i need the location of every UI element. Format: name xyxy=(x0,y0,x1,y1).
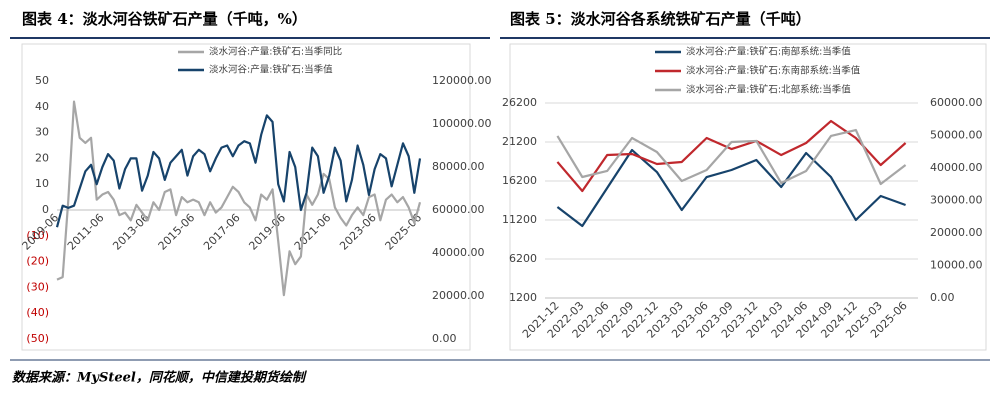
y-tick-label: 11200 xyxy=(502,213,537,226)
y-tick-label: 26200 xyxy=(502,96,537,109)
series-line xyxy=(556,128,907,186)
y-tick-label: 21200 xyxy=(502,135,537,148)
y-tick-label: 16200 xyxy=(502,174,537,187)
x-tick-label: 2011-06 xyxy=(65,211,107,253)
y2-tick-label: 30000.00 xyxy=(930,194,983,207)
plot-frame xyxy=(21,43,471,351)
legend-label: 淡水河谷:产量:铁矿石:南部系统:当季值 xyxy=(686,46,851,58)
y2-tick-label: 40000.00 xyxy=(432,246,485,259)
y-tick-label: (10) xyxy=(26,229,49,242)
y2-tick-label: 80000.00 xyxy=(432,160,485,173)
chart-title: 图表 4：淡水河谷铁矿石产量（千吨，%） xyxy=(22,10,307,28)
y-tick-label: 6200 xyxy=(509,252,537,265)
y2-tick-label: 0.00 xyxy=(432,332,457,345)
y2-tick-label: 20000.00 xyxy=(930,226,983,239)
y-tick-label: 40 xyxy=(35,100,49,113)
legend-label: 淡水河谷:产量:铁矿石:当季值 xyxy=(209,64,333,76)
y2-tick-label: 120000.00 xyxy=(432,74,492,87)
y-tick-label: (50) xyxy=(26,332,49,345)
y2-tick-label: 60000.00 xyxy=(432,203,485,216)
x-tick-label: 2025-06 xyxy=(383,211,425,253)
y2-tick-label: 0.00 xyxy=(930,291,955,304)
chart-title: 图表 5：淡水河谷各系统铁矿石产量（千吨） xyxy=(510,10,811,28)
y2-tick-label: 50000.00 xyxy=(930,129,983,142)
legend-label: 淡水河谷:产量:铁矿石:北部系统:当季值 xyxy=(686,84,851,96)
plot-frame xyxy=(509,43,987,351)
y2-tick-label: 60000.00 xyxy=(930,96,983,109)
series-line xyxy=(556,148,906,228)
x-tick-label: 2021-06 xyxy=(292,211,334,253)
y-tick-label: 1200 xyxy=(509,291,537,304)
y-tick-label: (40) xyxy=(26,306,49,319)
x-tick-label: 2017-06 xyxy=(201,211,243,253)
y-tick-label: 10 xyxy=(35,177,49,190)
y-tick-label: 30 xyxy=(35,126,49,139)
y-tick-label: 20 xyxy=(35,151,49,164)
series-line xyxy=(56,100,422,297)
y-tick-label: 50 xyxy=(35,74,49,87)
y-tick-label: (30) xyxy=(26,280,49,293)
series-line xyxy=(55,114,422,228)
y-tick-label: 0 xyxy=(42,203,49,216)
x-tick-label: 2015-06 xyxy=(156,211,198,253)
y2-tick-label: 10000.00 xyxy=(930,259,983,272)
y2-tick-label: 100000.00 xyxy=(432,117,492,130)
y-tick-label: (20) xyxy=(26,255,49,268)
x-tick-label: 2023-06 xyxy=(337,211,379,253)
legend-label: 淡水河谷:产量:铁矿石:当季同比 xyxy=(209,46,342,58)
y2-tick-label: 20000.00 xyxy=(432,289,485,302)
source-note: 数据来源：MySteel，同花顺，中信建投期货绘制 xyxy=(12,370,308,386)
legend-label: 淡水河谷:产量:铁矿石:东南部系统:当季值 xyxy=(686,65,861,77)
y2-tick-label: 40000.00 xyxy=(930,161,983,174)
x-tick-label: 2019-06 xyxy=(246,211,288,253)
